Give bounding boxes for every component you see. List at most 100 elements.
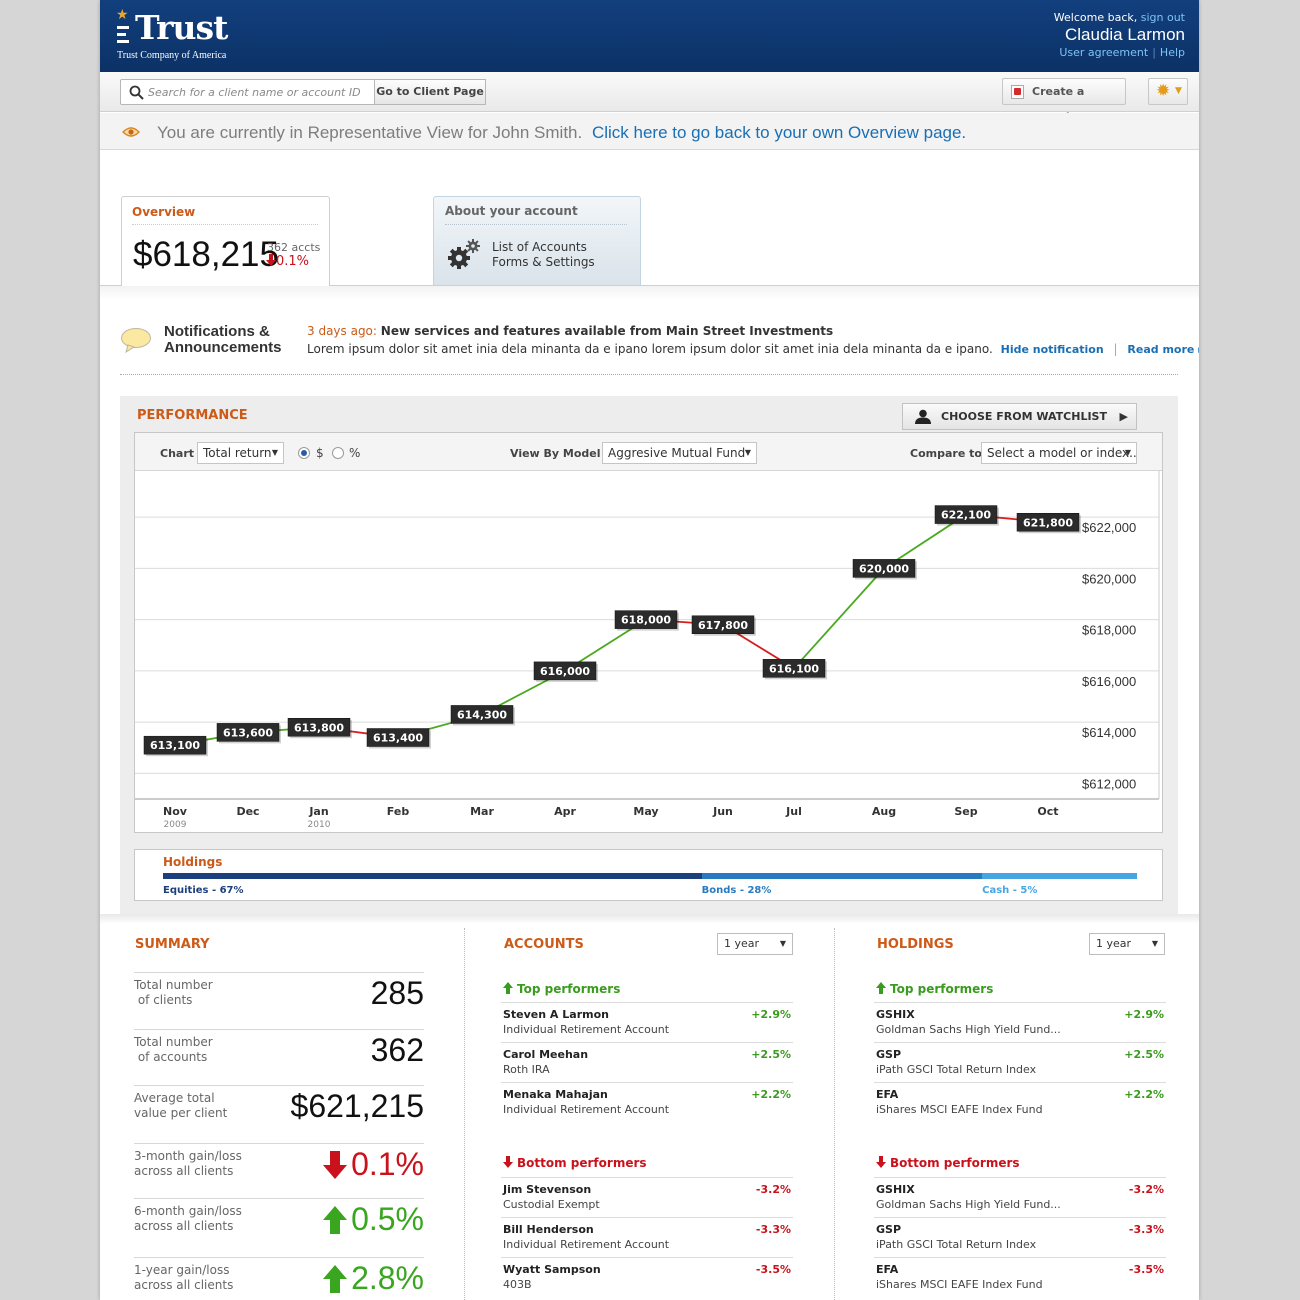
svg-text:622,100: 622,100 xyxy=(941,509,991,522)
back-to-overview-link[interactable]: Click here to go back to your own Overvi… xyxy=(591,123,967,142)
holdings-bottom-performers-heading: Bottom performers xyxy=(876,1156,1020,1170)
svg-text:617,800: 617,800 xyxy=(698,619,748,632)
performer-row[interactable]: Wyatt Sampson 403B -3.5% xyxy=(501,1257,793,1297)
performer-name: Bill Henderson xyxy=(503,1223,594,1236)
x-tick-label: Oct xyxy=(1037,805,1058,818)
up-arrow-icon xyxy=(503,982,517,996)
x-tick-label: Jul xyxy=(785,805,802,818)
radio-dollar-label: $ xyxy=(316,446,324,460)
performer-change: -3.3% xyxy=(1128,1223,1164,1236)
down-arrow-icon xyxy=(266,254,276,266)
banner-text: You are currently in Representative View… xyxy=(157,123,583,142)
performer-name: Jim Stevenson xyxy=(503,1183,592,1196)
user-agreement-link[interactable]: User agreement xyxy=(1059,46,1149,59)
summary-row: 3-month gain/loss across all clients 0.1% xyxy=(134,1143,424,1199)
performer-row[interactable]: Carol Meehan Roth IRA +2.5% xyxy=(501,1042,793,1082)
svg-text:613,400: 613,400 xyxy=(373,732,423,745)
performer-detail: Individual Retirement Account xyxy=(503,1103,670,1116)
performer-detail: iShares MSCI EAFE Index Fund xyxy=(876,1103,1043,1116)
y-tick-label: $622,000 xyxy=(1082,520,1136,535)
tab-about-label: About your account xyxy=(445,204,578,218)
performer-row[interactable]: Menaka Mahajan Individual Retirement Acco… xyxy=(501,1082,793,1122)
data-point-label: 617,800 xyxy=(691,615,756,636)
x-tick-year: 2009 xyxy=(164,820,187,830)
logo-mark-icon: ★ xyxy=(115,8,133,48)
holdings-period-select[interactable]: 1 year ▼ xyxy=(1089,933,1165,955)
pdf-icon xyxy=(1011,85,1024,99)
notification-body: Lorem ipsum dolor sit amet inia dela min… xyxy=(307,342,1199,356)
performer-change: -3.5% xyxy=(1128,1263,1164,1276)
performer-row[interactable]: GSP iPath GSCI Total Return Index -3.3% xyxy=(874,1217,1166,1257)
allocation-segment xyxy=(701,873,983,879)
performer-row[interactable]: Steven A Larmon Individual Retirement Acc… xyxy=(501,1002,793,1042)
user-name: Claudia Larmon xyxy=(1064,25,1185,44)
dashboard-page: ★ Trust Trust Company of America Welcome… xyxy=(100,0,1199,1300)
search-input[interactable] xyxy=(148,83,373,101)
welcome-text: Welcome back, xyxy=(1053,11,1138,24)
performance-line-chart: $612,000 $614,000 $616,000 $618,000 $620,000… xyxy=(135,471,1162,832)
x-tick-year: 2010 xyxy=(308,820,331,830)
svg-text:616,000: 616,000 xyxy=(540,665,590,678)
performer-change: -3.3% xyxy=(755,1223,791,1236)
create-report-button[interactable]: Create a report xyxy=(1002,78,1126,123)
performer-name: Menaka Mahajan xyxy=(503,1088,608,1101)
choose-watchlist-button[interactable]: CHOOSE FROM WATCHLIST (23) ▶ xyxy=(902,403,1137,448)
performer-row[interactable]: EFA iShares MSCI EAFE Index Fund -3.5% xyxy=(874,1257,1166,1297)
chevron-down-icon: ▼ xyxy=(1175,86,1182,96)
data-point-label: 621,800 xyxy=(1016,513,1081,534)
performer-row[interactable]: GSP iPath GSCI Total Return Index +2.5% xyxy=(874,1042,1166,1082)
performer-detail: iPath GSCI Total Return Index xyxy=(876,1238,1037,1251)
radio-dollar[interactable] xyxy=(298,447,310,459)
toolbar: Go to Client Page Create a report ✹ ▼ xyxy=(100,72,1199,123)
x-tick-label: Dec xyxy=(236,805,259,818)
svg-text:620,000: 620,000 xyxy=(859,562,909,575)
performer-name: Steven A Larmon xyxy=(503,1008,609,1021)
chart-controls: Chart Total return ▼ $ % View By Model Ag… xyxy=(135,433,1162,471)
svg-text:613,100: 613,100 xyxy=(150,739,200,752)
up-arrow-icon xyxy=(876,982,890,996)
help-link[interactable]: Help xyxy=(1159,46,1185,59)
summary-row: Average total value per client $621,215 xyxy=(134,1085,424,1141)
performer-change: +2.9% xyxy=(751,1008,791,1021)
performer-row[interactable]: Jim Stevenson Custodial Exempt -3.2% xyxy=(501,1177,793,1217)
go-to-client-button[interactable]: Go to Client Page xyxy=(374,79,486,105)
tab-overview-label: Overview xyxy=(132,205,196,219)
svg-text:621,800: 621,800 xyxy=(1023,516,1073,529)
performer-change: +2.9% xyxy=(1124,1008,1164,1021)
holdings-top-performers-heading: Top performers xyxy=(876,982,993,996)
holdings-allocation-title: Holdings xyxy=(163,855,223,869)
gear-icon: ✹ xyxy=(1156,81,1171,101)
accounts-title: ACCOUNTS xyxy=(504,937,584,952)
svg-text:613,600: 613,600 xyxy=(223,726,273,739)
tab-overview[interactable]: Overview $618,215 362 accts 0.1% xyxy=(121,196,330,286)
y-tick-label: $614,000 xyxy=(1082,725,1136,740)
performer-change: -3.2% xyxy=(1128,1183,1164,1196)
allocation-label: Equities - 67% xyxy=(163,885,244,896)
read-more-link[interactable]: Read more ▸ xyxy=(1127,343,1199,356)
x-tick-label: May xyxy=(633,805,658,818)
summary-value: 285 xyxy=(370,975,424,1011)
list-of-accounts-link[interactable]: List of Accounts xyxy=(492,240,587,254)
summary-title: SUMMARY xyxy=(135,937,210,952)
radio-percent[interactable] xyxy=(332,447,344,459)
performer-row[interactable]: EFA iShares MSCI EAFE Index Fund +2.2% xyxy=(874,1082,1166,1122)
performer-row[interactable]: GSHIX Goldman Sachs High Yield Fund... -3.… xyxy=(874,1177,1166,1217)
forms-settings-link[interactable]: Forms & Settings xyxy=(492,255,595,269)
settings-menu-button[interactable]: ✹ ▼ xyxy=(1148,78,1188,105)
compare-select[interactable]: Select a model or index... ▼ xyxy=(981,442,1137,464)
accounts-period-select[interactable]: 1 year ▼ xyxy=(717,933,793,955)
performer-row[interactable]: Bill Henderson Individual Retirement Acco… xyxy=(501,1217,793,1257)
portfolio-change: 0.1% xyxy=(266,254,309,269)
performer-row[interactable]: GSHIX Goldman Sachs High Yield Fund... +2.… xyxy=(874,1002,1166,1042)
sign-out-link[interactable]: sign out xyxy=(1140,11,1185,24)
tab-about-account[interactable]: About your account List of Accounts Form… xyxy=(433,196,641,286)
model-select[interactable]: Aggresive Mutual Fund ▼ xyxy=(602,442,757,464)
performance-title: PERFORMANCE xyxy=(137,408,248,423)
allocation-label: Cash - 5% xyxy=(982,885,1038,896)
chart-type-label: Chart xyxy=(160,447,195,460)
performer-detail: Roth IRA xyxy=(503,1063,550,1076)
svg-text:614,300: 614,300 xyxy=(457,708,507,721)
chart-type-select[interactable]: Total return ▼ xyxy=(197,442,284,464)
hide-notification-link[interactable]: Hide notification xyxy=(1000,343,1104,356)
summary-value: $621,215 xyxy=(290,1088,424,1124)
